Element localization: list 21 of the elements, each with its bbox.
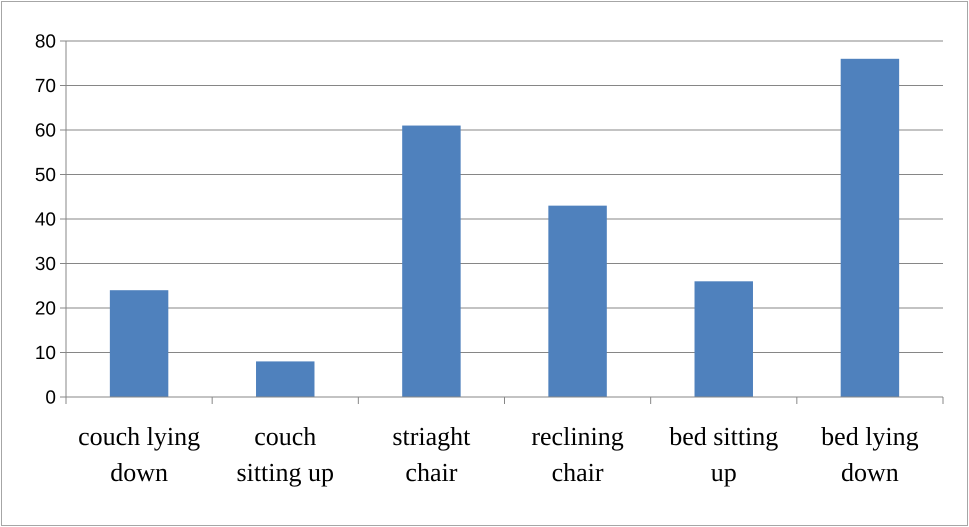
bar xyxy=(694,281,753,397)
x-tick-label: striaght chair xyxy=(392,422,472,487)
y-tick-label: 50 xyxy=(34,165,56,186)
y-tick-label: 20 xyxy=(34,298,56,320)
bar xyxy=(256,361,314,397)
bar xyxy=(110,290,168,397)
x-tick-label: bed sitting up xyxy=(669,422,778,487)
y-tick-label: 80 xyxy=(34,32,56,53)
y-tick-label: 0 xyxy=(45,388,56,409)
bar xyxy=(840,58,900,397)
y-tick-label: 10 xyxy=(34,343,56,364)
x-tick-label: reclining chair xyxy=(531,422,624,487)
y-tick-label: 70 xyxy=(34,76,56,98)
bar xyxy=(548,206,607,397)
x-tick-label: couch lying down xyxy=(78,422,200,487)
bar xyxy=(402,126,461,397)
y-tick-label: 40 xyxy=(34,210,56,231)
x-tick-label: couch sitting up xyxy=(236,422,334,487)
y-tick-label: 30 xyxy=(34,254,56,276)
y-tick-label: 60 xyxy=(34,120,56,142)
x-tick-label: bed lying down xyxy=(821,422,919,487)
